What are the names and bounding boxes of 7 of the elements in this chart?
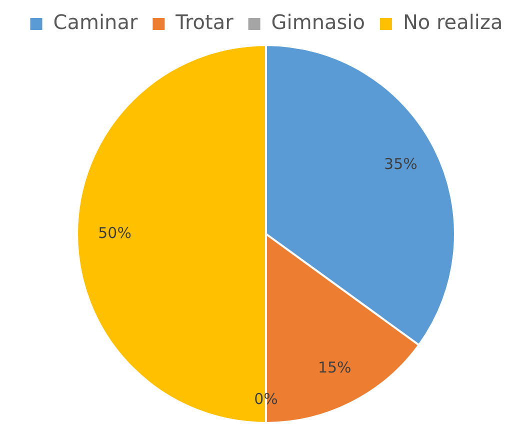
legend-label: Gimnasio (271, 10, 365, 34)
data-label: 35% (384, 155, 418, 174)
legend-label: Caminar (53, 10, 138, 34)
legend-label: No realiza (402, 10, 503, 34)
data-label: 15% (318, 358, 352, 377)
legend-label: Trotar (174, 10, 234, 34)
data-label: 50% (98, 224, 132, 242)
